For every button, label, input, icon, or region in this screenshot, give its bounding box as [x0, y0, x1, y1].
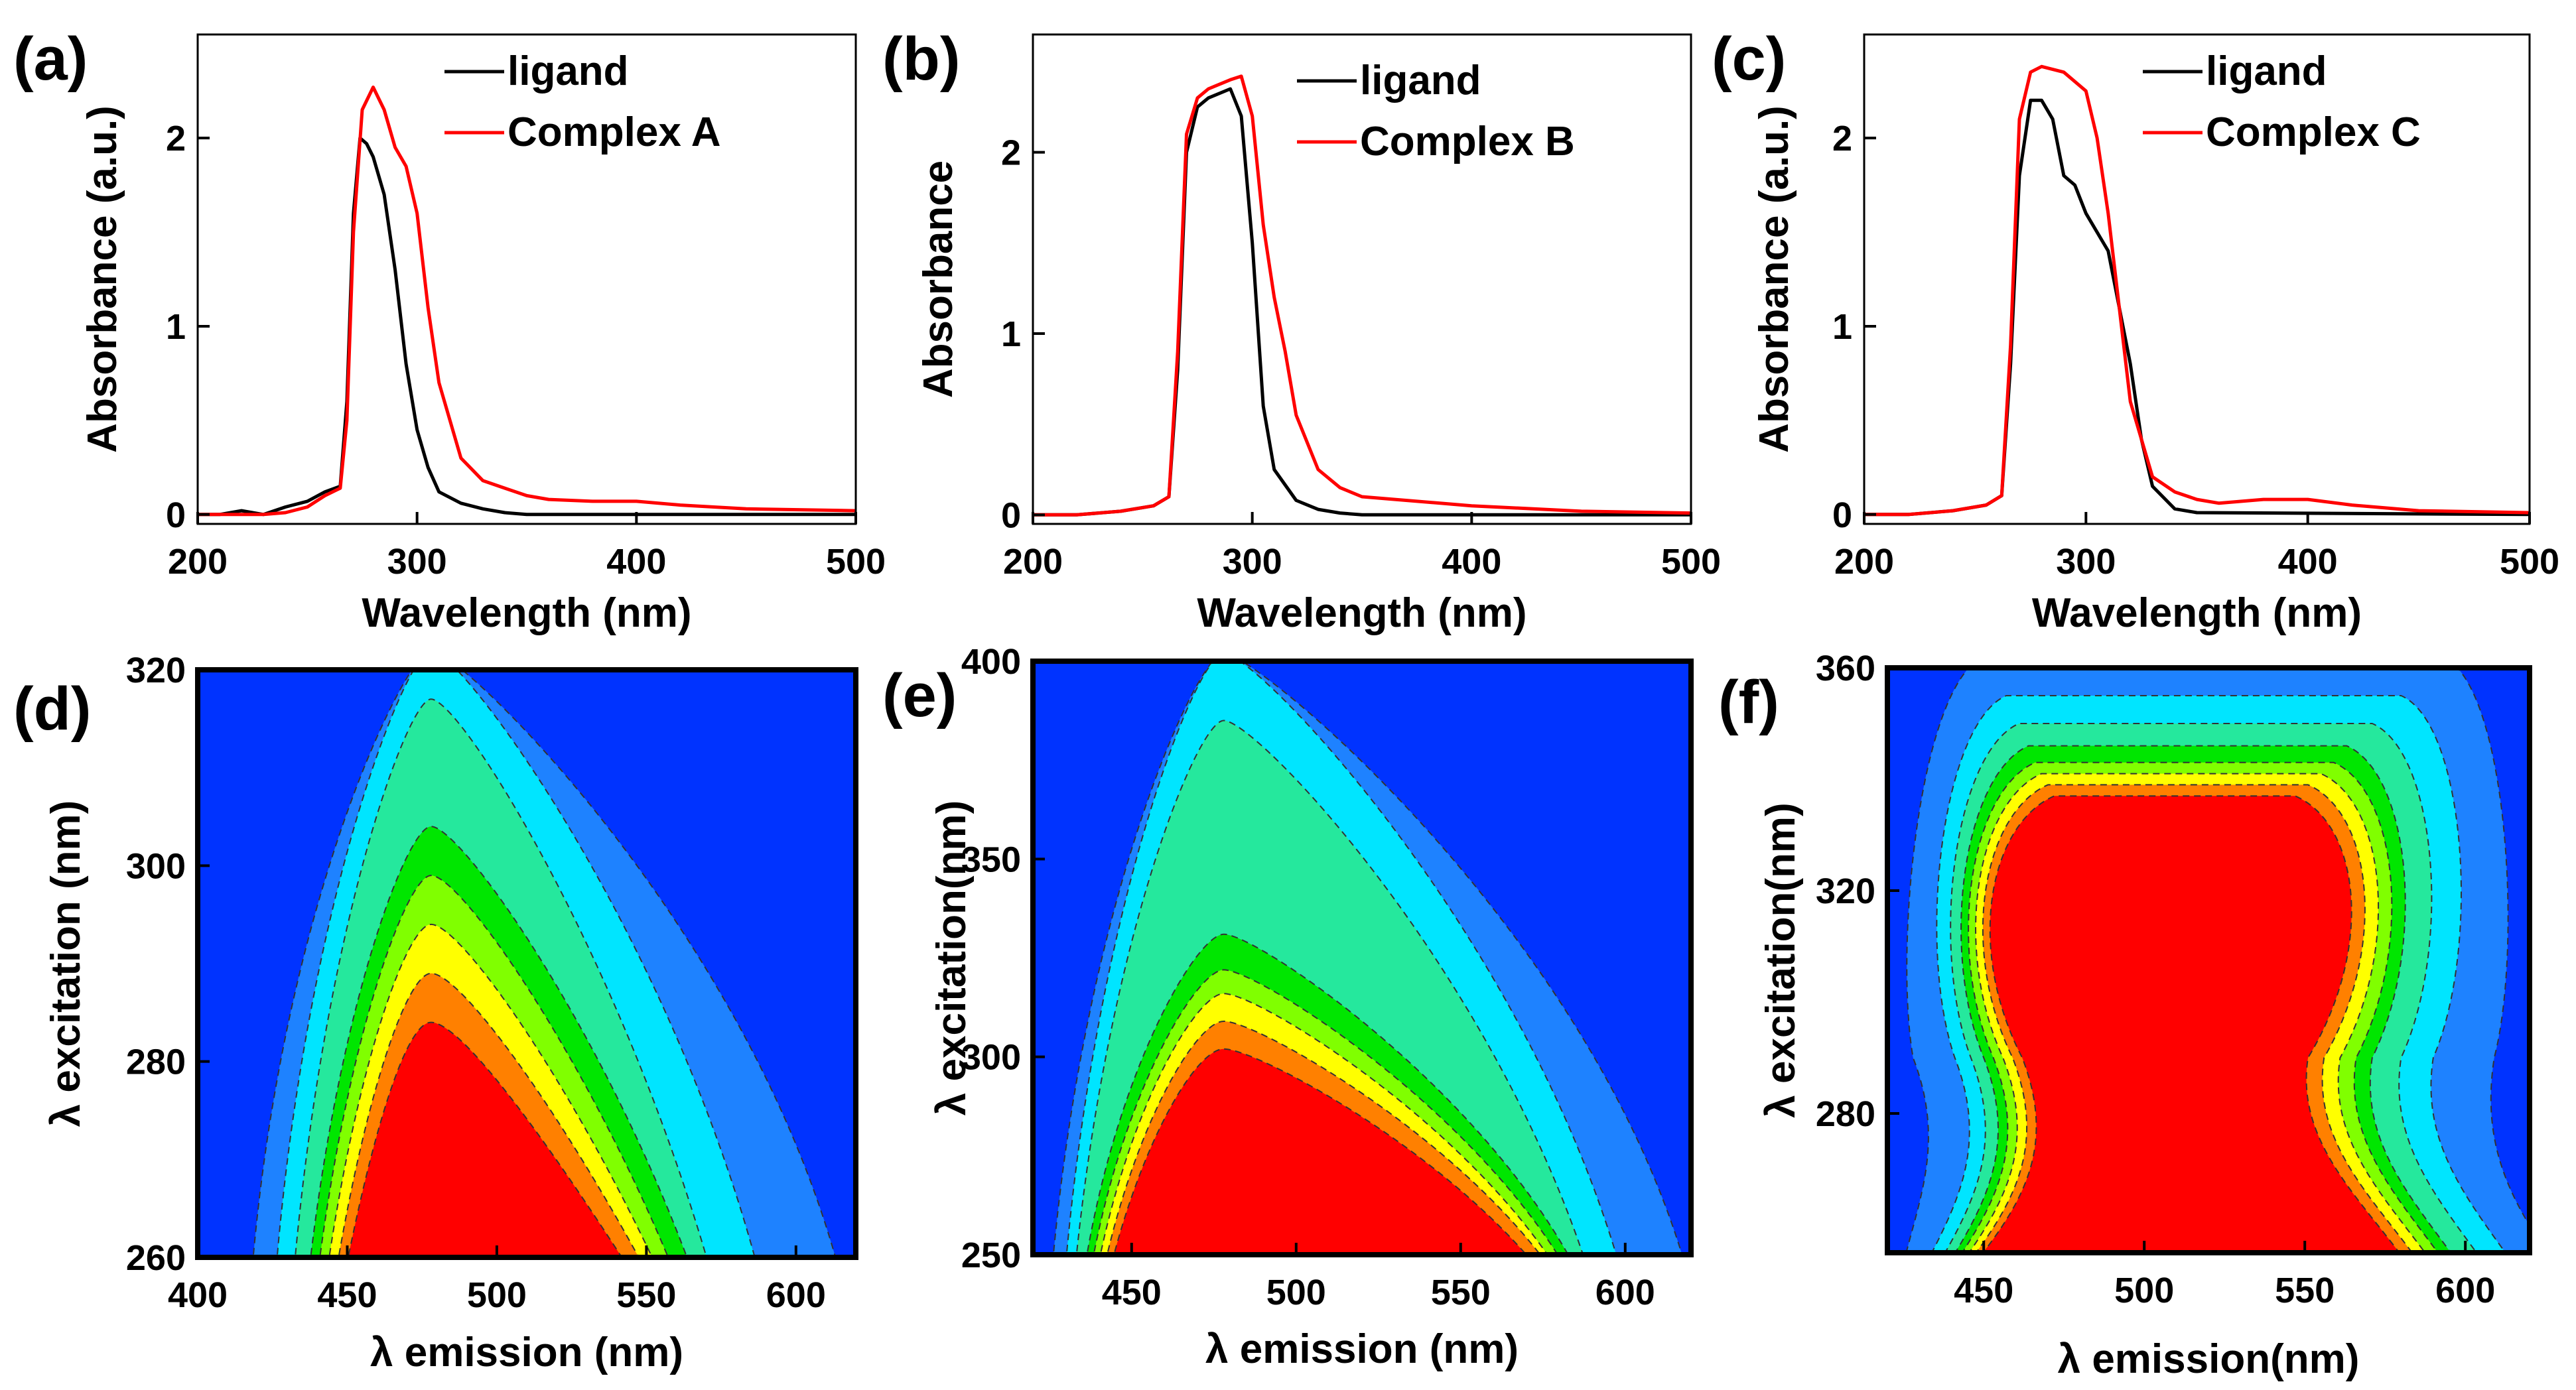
contour-level-8 [1982, 795, 2400, 1253]
panel-label: (a) [13, 25, 88, 93]
x-tick-label: 600 [766, 1275, 826, 1315]
x-tick-label: 500 [467, 1275, 527, 1315]
x-tick-label: 400 [168, 1275, 228, 1315]
panel-label: (b) [882, 25, 960, 93]
x-tick-label: 550 [1431, 1273, 1491, 1312]
y-tick-label: 0 [166, 495, 186, 535]
x-tick-label: 500 [826, 542, 886, 582]
x-tick-label: 500 [1661, 542, 1721, 582]
series-line-complex [1864, 64, 2530, 517]
y-tick-label: 360 [1816, 649, 1875, 688]
contour-level-8 [1113, 1048, 1527, 1255]
x-axis-title: Wavelength (nm) [2032, 590, 2362, 636]
y-axis-title: Absorbance [915, 160, 961, 398]
y-tick-label: 350 [961, 840, 1021, 879]
plot-frame [1863, 33, 2531, 525]
y-axis-title: Absorbance (a.u.) [80, 105, 125, 453]
legend-label: Complex B [1360, 119, 1575, 164]
panel-c: ligand Complex C 200 300 400 500 0 1 2 Wavelength… [1712, 25, 2559, 636]
panel-label: (d) [13, 675, 91, 743]
x-tick-label: 200 [1003, 542, 1063, 582]
y-tick-label: 1 [1832, 307, 1852, 347]
x-tick-label: 200 [1834, 542, 1894, 582]
panel-b: ligand Complex B 200 300 400 500 0 1 2 Wavelength… [882, 25, 1721, 636]
x-tick-label: 500 [2114, 1271, 2174, 1310]
legend-label: Complex C [2206, 109, 2421, 155]
y-tick-label: 260 [126, 1238, 186, 1278]
panel-label: (c) [1712, 25, 1786, 93]
y-tick-label: 2 [1001, 133, 1021, 173]
panel-a: ligand Complex A 200 300 400 500 0 1 2 Wavelength… [13, 25, 886, 636]
legend-label: Complex A [508, 109, 721, 155]
plot-frame [196, 33, 857, 525]
x-tick-label: 550 [616, 1275, 676, 1315]
panel-label: (f) [1718, 668, 1779, 736]
y-tick-label: 320 [1816, 871, 1875, 911]
y-tick-label: 250 [961, 1235, 1021, 1275]
x-axis-title: λ emission(nm) [2058, 1336, 2360, 1382]
y-tick-label: 300 [126, 846, 186, 886]
y-tick-label: 0 [1001, 495, 1021, 535]
x-tick-label: 450 [317, 1275, 377, 1315]
plot-frame [195, 667, 858, 1260]
y-tick-label: 0 [1832, 495, 1852, 535]
x-axis-title: Wavelength (nm) [1197, 590, 1526, 636]
y-axis-title: λ excitation(nm) [929, 800, 975, 1115]
x-tick-label: 400 [606, 542, 666, 582]
x-tick-label: 200 [168, 542, 228, 582]
x-axis-title: λ emission (nm) [370, 1330, 683, 1375]
y-tick-label: 300 [961, 1038, 1021, 1078]
panel-d: 400 450 500 550 600 260 280 300 320 λ emission (n… [13, 651, 858, 1375]
x-tick-label: 400 [2278, 542, 2338, 582]
legend-label: ligand [508, 48, 629, 94]
series-line-complex [198, 86, 856, 517]
y-tick-label: 280 [1816, 1094, 1875, 1134]
y-tick-label: 280 [126, 1042, 186, 1082]
plot-frame [1032, 33, 1692, 525]
x-tick-label: 600 [2435, 1271, 2495, 1310]
y-tick-label: 1 [1001, 314, 1021, 354]
y-tick-label: 400 [961, 642, 1021, 682]
x-tick-label: 500 [2500, 542, 2559, 582]
y-axis-title: Absorbance (a.u.) [1751, 105, 1797, 453]
y-tick-label: 2 [1832, 119, 1852, 158]
panel-e: 450 500 550 600 250 300 350 400 λ emission (nm) λ… [882, 642, 1694, 1372]
x-tick-label: 400 [1442, 542, 1501, 582]
x-tick-label: 600 [1595, 1273, 1655, 1312]
contour-level-8 [347, 1021, 623, 1257]
x-tick-label: 500 [1266, 1273, 1326, 1312]
y-tick-label: 320 [126, 651, 186, 690]
plot-frame [1885, 665, 2532, 1255]
panel-f: 450 500 550 600 280 320 360 λ emission(nm) λ exc… [1718, 649, 2532, 1382]
y-tick-label: 2 [166, 119, 186, 158]
x-axis-title: Wavelength (nm) [362, 590, 691, 636]
x-tick-label: 300 [1223, 542, 1282, 582]
y-axis-title: λ excitation(nm) [1758, 802, 1804, 1117]
panel-label: (e) [882, 662, 957, 729]
x-tick-label: 450 [1102, 1273, 1162, 1312]
y-axis-title: λ excitation (nm) [43, 800, 89, 1127]
x-tick-label: 300 [387, 542, 447, 582]
x-axis-title: λ emission (nm) [1205, 1326, 1519, 1372]
y-tick-label: 1 [166, 307, 186, 347]
series-line-complex [1033, 74, 1691, 517]
legend-label: ligand [1360, 58, 1481, 103]
plot-frame [1030, 659, 1694, 1257]
x-tick-label: 450 [1954, 1271, 2013, 1310]
legend-label: ligand [2206, 48, 2327, 94]
series-line-ligand [198, 136, 856, 517]
x-tick-label: 300 [2056, 542, 2116, 582]
x-tick-label: 550 [2275, 1271, 2335, 1310]
series-line-ligand [1864, 98, 2530, 517]
